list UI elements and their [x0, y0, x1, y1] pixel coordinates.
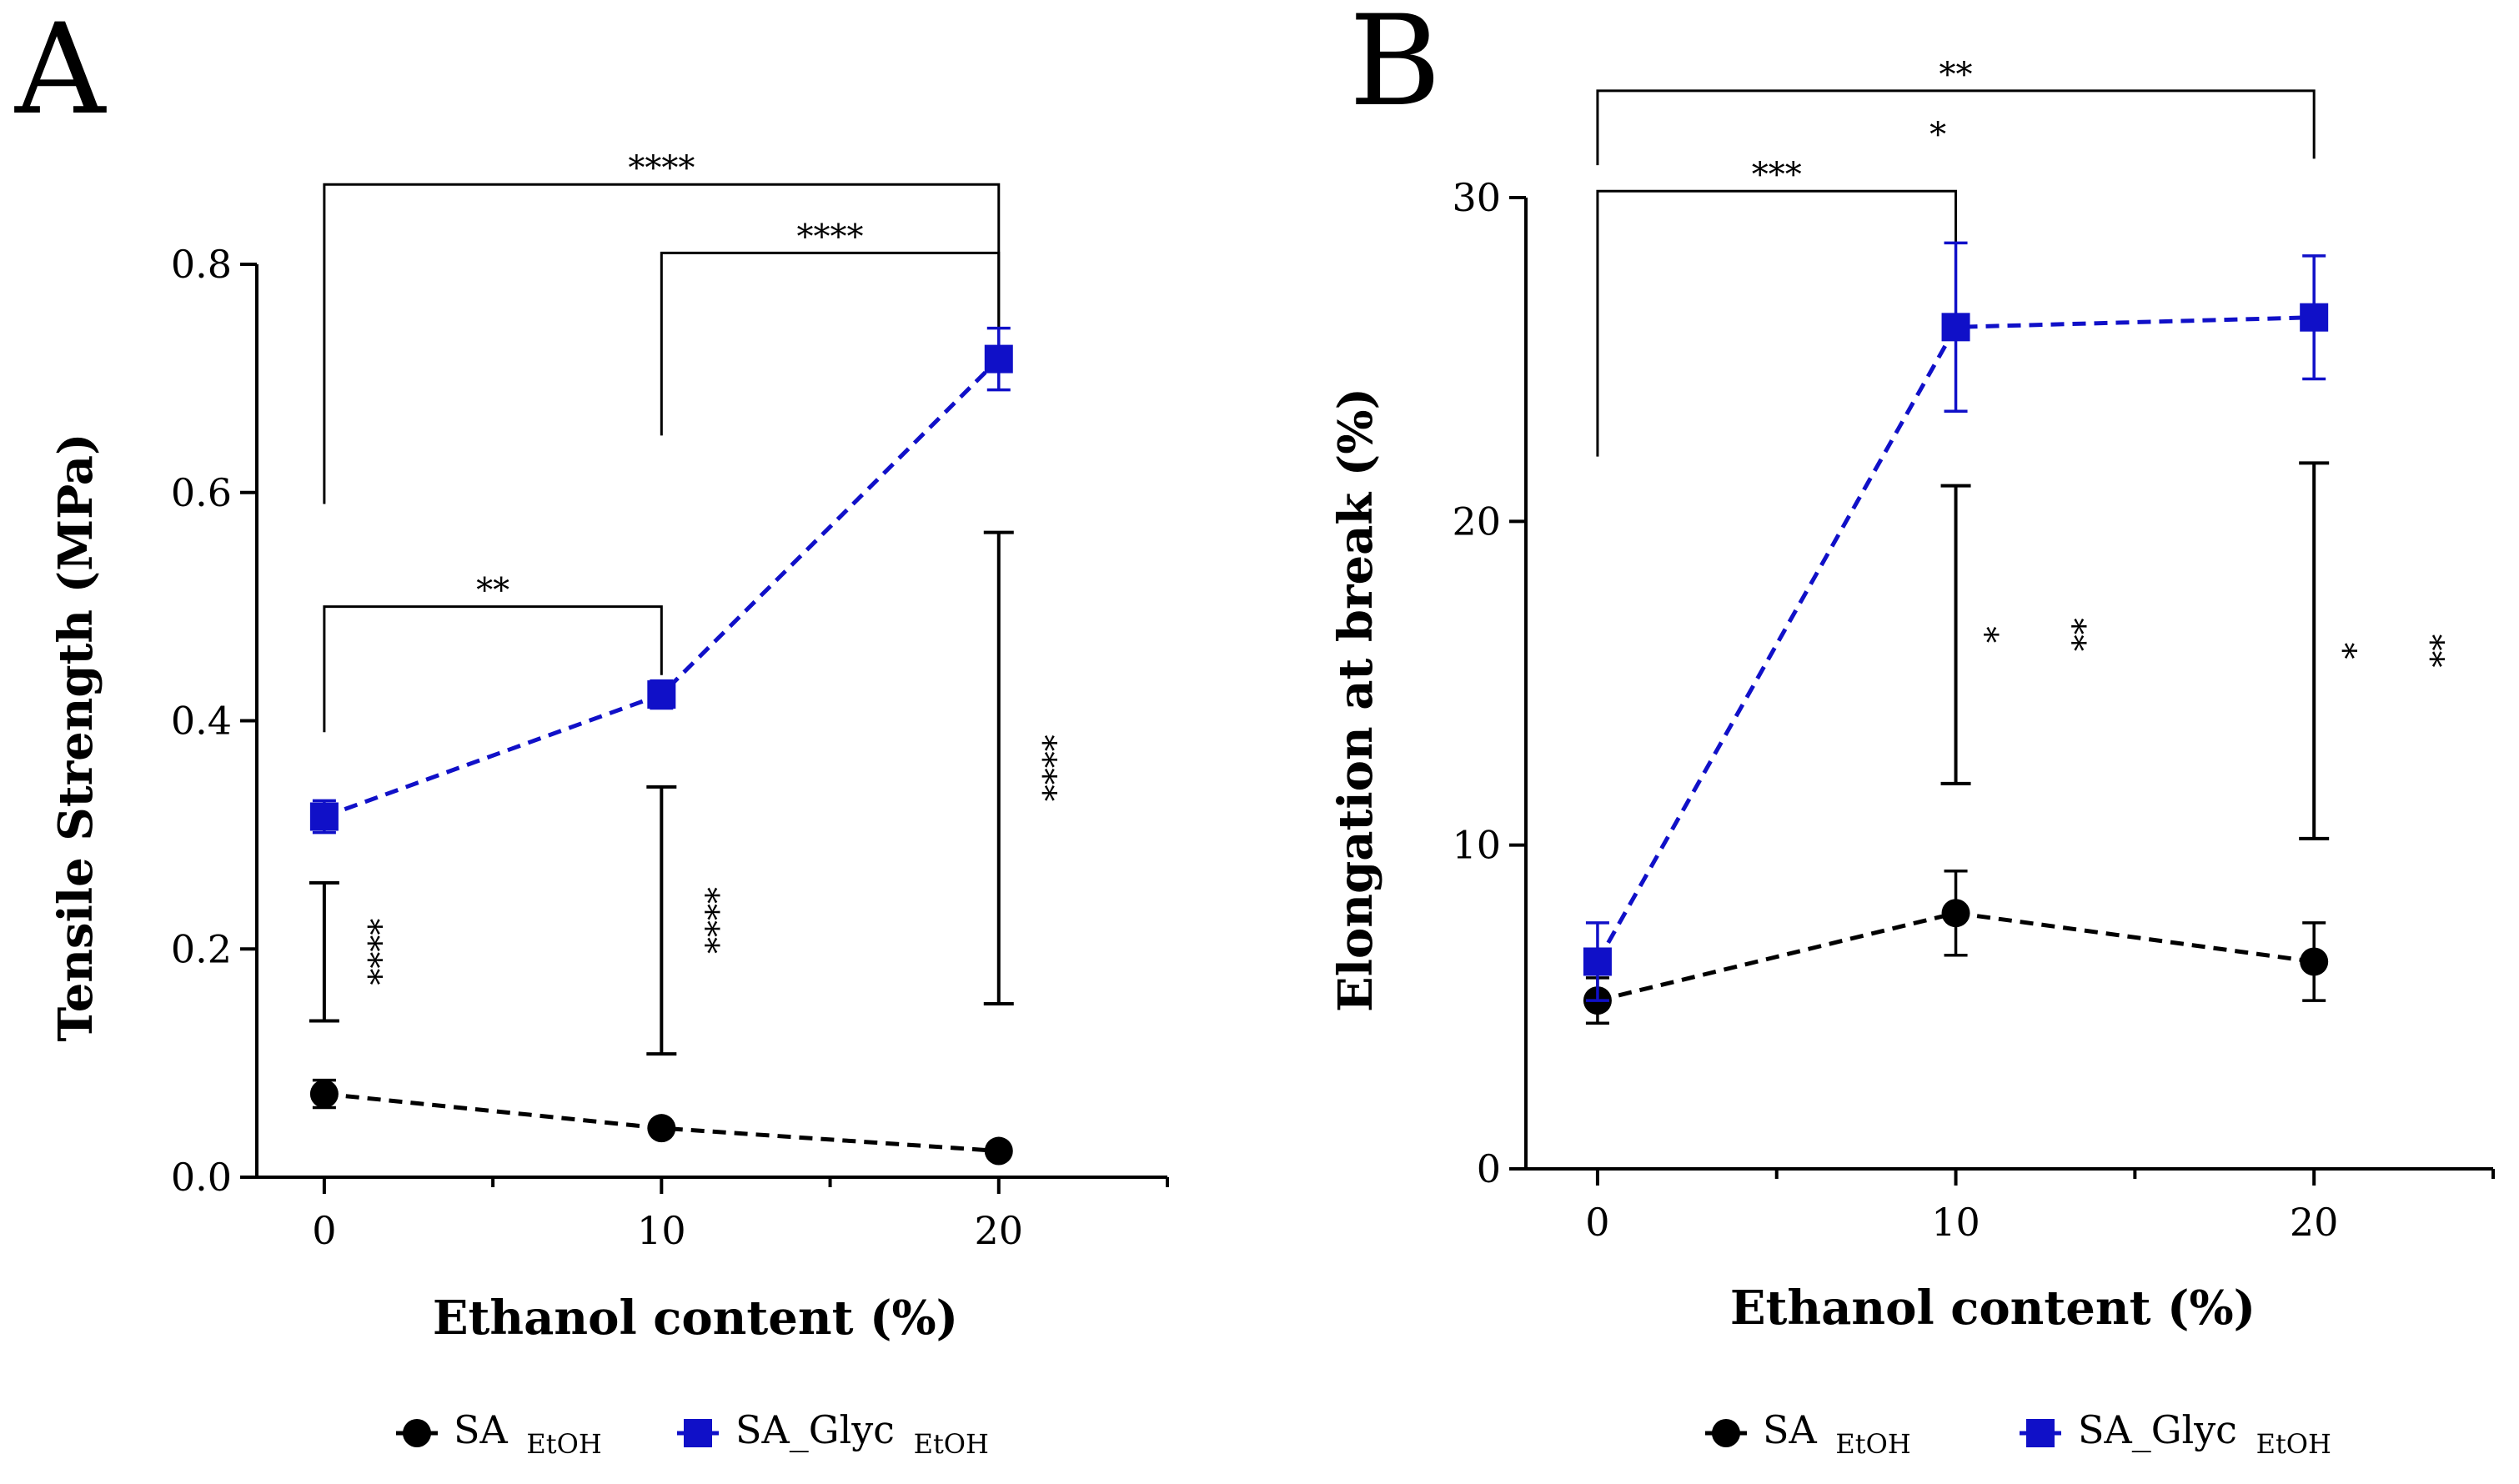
significance-bracket: [1596, 89, 2316, 166]
data-point: [2300, 303, 2329, 332]
y-tick-label: 0: [1477, 1146, 1501, 1191]
comparison-label: *: [1966, 626, 2005, 643]
x-tick-label: 0: [1585, 1200, 1609, 1245]
data-point: [984, 344, 1013, 374]
data-point: [647, 1114, 676, 1143]
y-axis-title: Tensile Strength (MPa): [48, 433, 103, 1041]
significance-label: ***: [1752, 156, 1802, 194]
legend-b: SA EtOH SA_Glyc EtOH: [1705, 1407, 2331, 1460]
y-tick-label: 0.8: [171, 242, 232, 287]
significance-label: **: [476, 572, 509, 610]
x-tick-label: 0: [312, 1208, 336, 1253]
x-axis-title: Ethanol content (%): [1730, 1281, 2256, 1336]
series-sa: [1583, 869, 2329, 1025]
y-tick-label: 30: [1452, 175, 1501, 220]
y-tick-label: 10: [1452, 823, 1501, 868]
x-tick-label: 10: [1931, 1200, 1980, 1245]
comparison-label: ****: [1024, 734, 1062, 801]
comparison-label: ****: [686, 887, 725, 954]
significance-label: ****: [797, 218, 864, 256]
legend-a: SA EtOH SA_Glyc EtOH: [396, 1407, 989, 1460]
data-point: [984, 1136, 1013, 1166]
x-tick-label: 10: [637, 1208, 686, 1253]
data-point: [309, 1080, 339, 1109]
data-point: [2300, 947, 2329, 976]
comparison-label: **: [2411, 634, 2450, 668]
significance-bracket: [323, 605, 663, 733]
legend-label-sa: SA: [1763, 1407, 1818, 1452]
y-tick-label: 20: [1452, 499, 1501, 544]
data-point: [309, 802, 339, 831]
legend-sub-sa: EtOH: [526, 1428, 601, 1460]
data-point: [1941, 899, 1970, 928]
significance-bracket: [1596, 189, 1958, 457]
svg-text:SA_Glyc EtOH: SA_Glyc EtOH: [735, 1407, 989, 1460]
legend-label-glyc: SA_Glyc: [735, 1407, 895, 1452]
y-axis-title: Elongation at break (%): [1328, 388, 1383, 1012]
panel-letter: A: [14, 0, 107, 143]
y-tick-label: 0.0: [171, 1155, 232, 1200]
data-point: [1583, 947, 1612, 976]
y-tick-label: 0.6: [171, 470, 232, 515]
significance-label: **: [1939, 56, 1973, 94]
series-line: [1595, 315, 2315, 963]
y-tick-label: 0.4: [171, 699, 232, 744]
series-sa-glyc: [309, 326, 1013, 835]
data-point: [647, 680, 676, 709]
x-tick-label: 20: [2290, 1200, 2339, 1245]
legend-sub-glyc: EtOH: [2256, 1428, 2331, 1460]
legend-label-sa: SA: [454, 1407, 509, 1452]
svg-text:SA EtOH: SA EtOH: [454, 1407, 602, 1460]
significance-bracket: [660, 251, 1001, 436]
legend-sub-sa: EtOH: [1835, 1428, 1910, 1460]
x-tick-label: 20: [975, 1208, 1024, 1253]
series-sa: [309, 1078, 1013, 1166]
panel-a: A 0.0 0.2 0.4 0.6 0.8 0 10 20 Ethanol content (%)…: [14, 0, 1169, 1346]
legend-sub-glyc: EtOH: [914, 1428, 989, 1460]
panel-letter: B: [1349, 0, 1441, 134]
significance-label: *: [1929, 116, 1946, 154]
series-line: [324, 1091, 999, 1154]
y-tick-label: 0.2: [171, 926, 232, 971]
data-point: [1941, 313, 1970, 342]
panel-b: B 0 10 20 30 0 10 20 Ethanol content (%) Elongati…: [1328, 0, 2495, 1336]
comparison-label: **: [2054, 618, 2092, 651]
legend-label-glyc: SA_Glyc: [2078, 1407, 2237, 1452]
x-axis-title: Ethanol content (%): [433, 1291, 958, 1346]
comparison-label: *: [2324, 643, 2362, 659]
svg-text:SA EtOH: SA EtOH: [1763, 1407, 1911, 1460]
significance-label: ****: [628, 149, 695, 188]
comparison-label: ****: [349, 919, 388, 985]
series-sa-glyc: [1583, 241, 2329, 1002]
svg-text:SA_Glyc EtOH: SA_Glyc EtOH: [2078, 1407, 2331, 1460]
